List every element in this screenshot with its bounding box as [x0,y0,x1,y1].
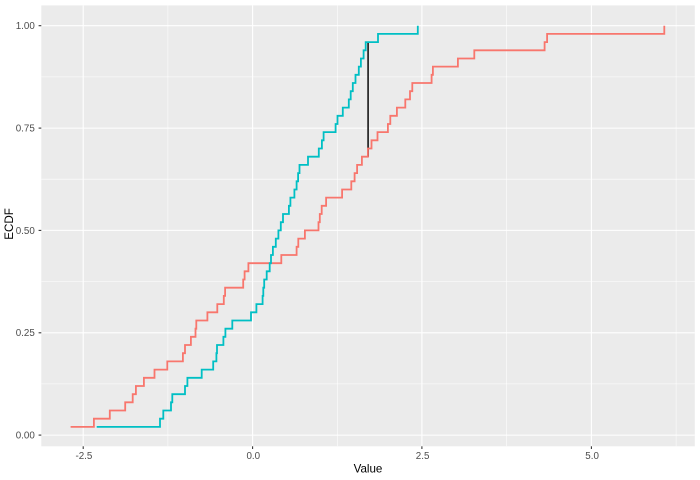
svg-text:0.0: 0.0 [246,451,260,462]
svg-text:Value: Value [354,462,383,475]
svg-text:5.0: 5.0 [585,451,599,462]
svg-text:2.5: 2.5 [416,451,430,462]
svg-text:0.25: 0.25 [16,328,36,339]
svg-text:ECDF: ECDF [3,208,16,240]
svg-text:0.50: 0.50 [16,226,36,237]
svg-text:0.00: 0.00 [16,431,36,442]
svg-text:0.75: 0.75 [16,124,36,135]
svg-text:1.00: 1.00 [16,21,36,32]
svg-text:-2.5: -2.5 [75,451,92,462]
